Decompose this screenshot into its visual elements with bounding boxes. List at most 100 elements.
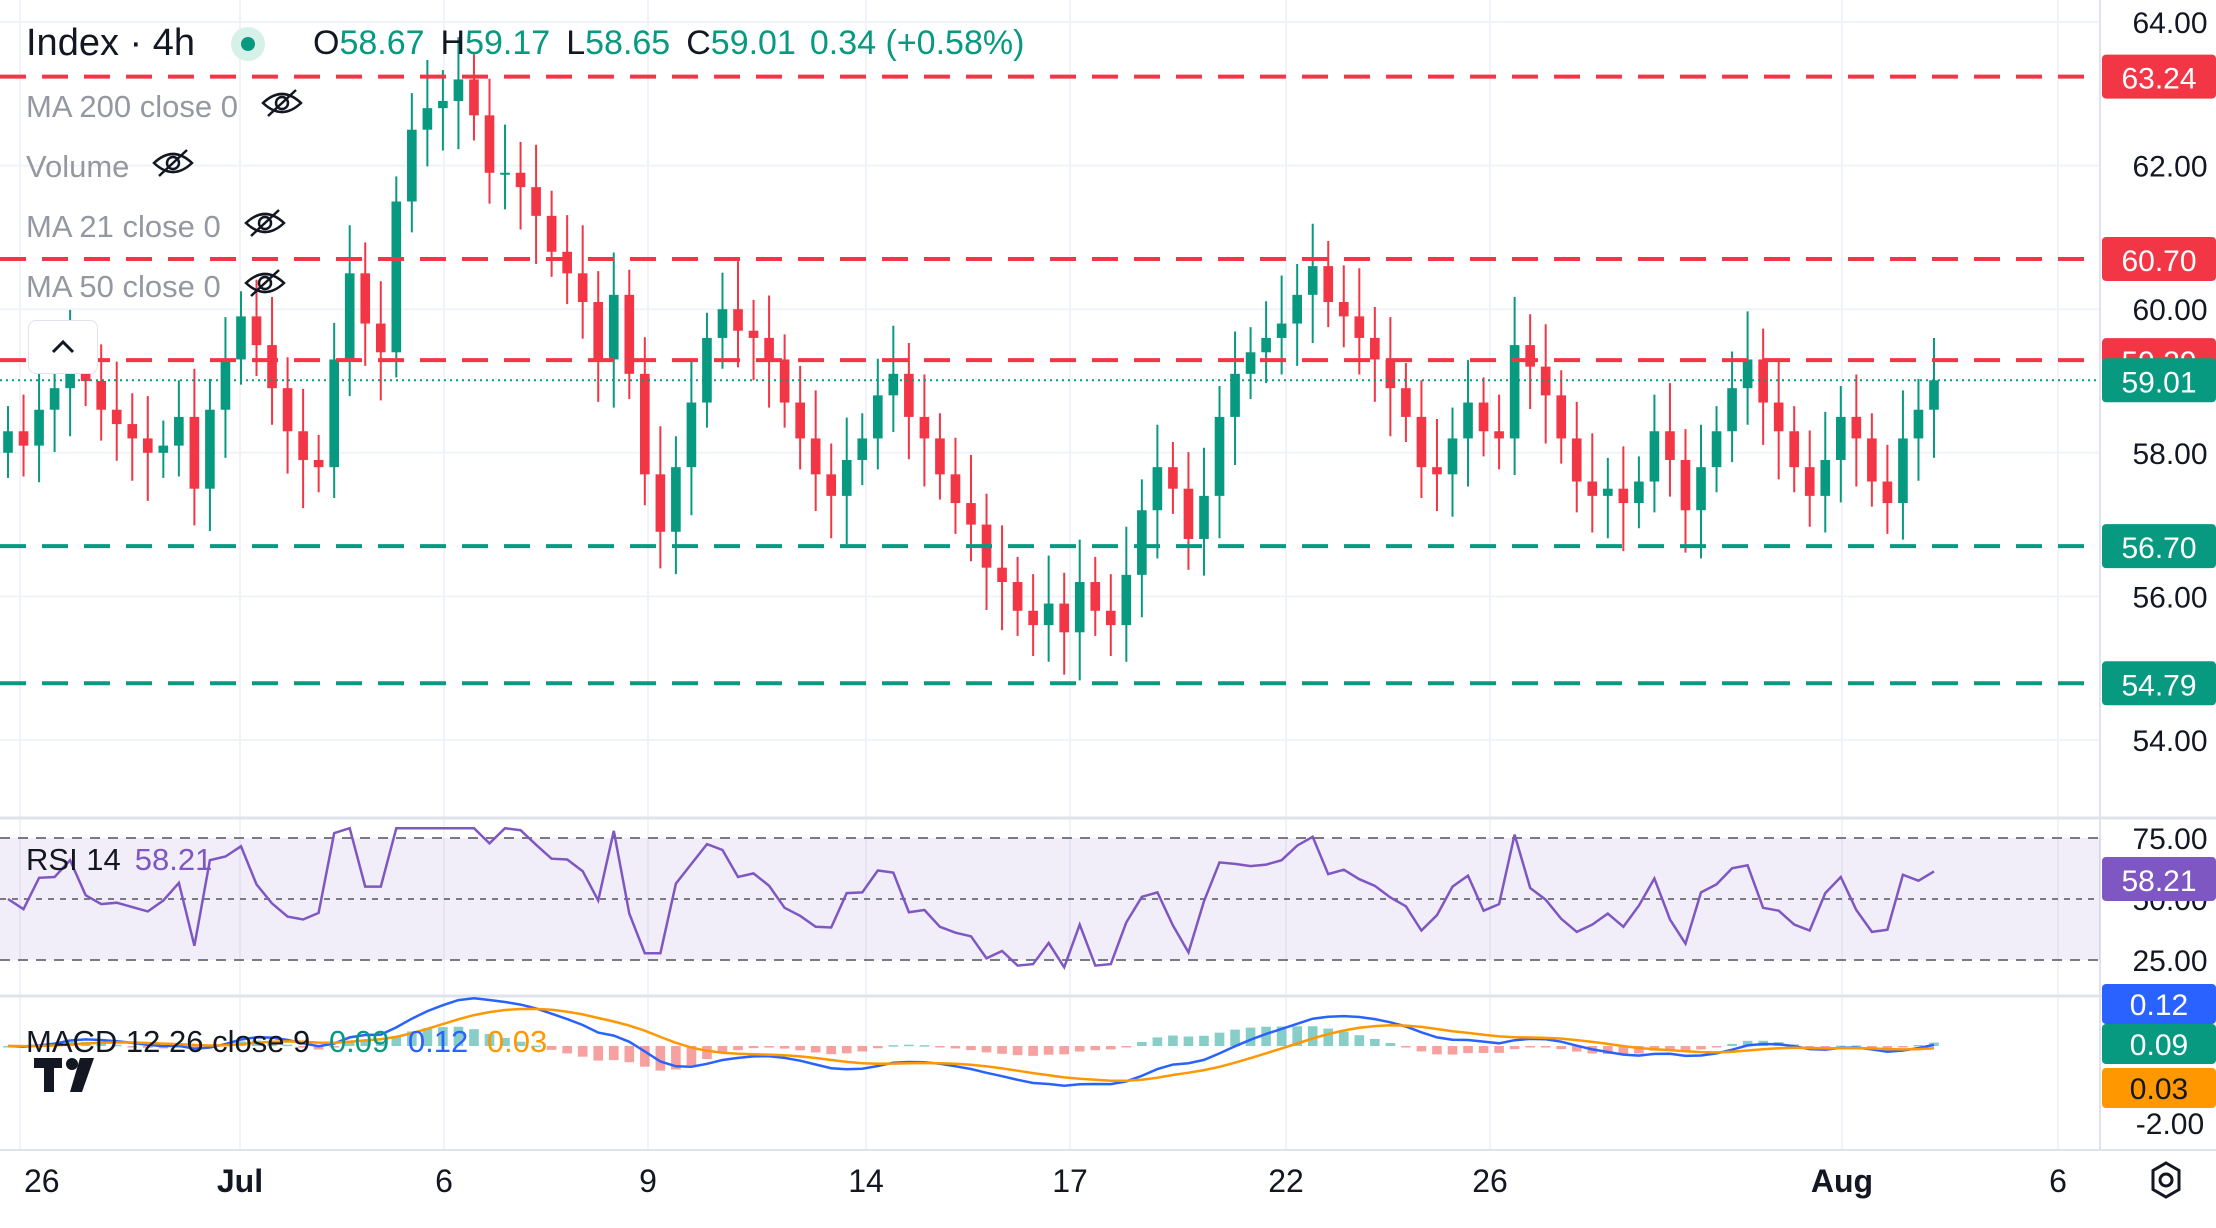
candle-body (841, 459, 852, 496)
eye-off-icon[interactable] (260, 88, 304, 126)
candle-body (950, 474, 961, 504)
candle (1152, 424, 1163, 559)
indicator-row-volume[interactable]: Volume (26, 148, 195, 186)
macd-hist-tag-label: 0.09 (2130, 1029, 2188, 1062)
candle-body (3, 431, 13, 453)
candle-body (174, 416, 184, 446)
macd-histogram-bar (686, 1046, 697, 1066)
macd-histogram-bar (1385, 1042, 1396, 1046)
candle (1571, 401, 1582, 513)
candle (1618, 446, 1629, 552)
candle (1634, 456, 1644, 529)
candle (826, 443, 837, 539)
candle-body (1074, 582, 1085, 633)
candle (810, 390, 821, 511)
candle-body (531, 187, 541, 216)
macd-histogram-bar (1525, 1046, 1535, 1048)
settings-gear-icon[interactable] (2146, 1160, 2186, 1205)
time-tick-label: 6 (2049, 1163, 2067, 1199)
macd-histogram-bar (624, 1046, 635, 1063)
collapse-legend-button[interactable] (28, 320, 98, 374)
macd-histogram-bar (1898, 1046, 1908, 1048)
candle (1199, 447, 1209, 576)
macd-histogram-bar (717, 1046, 728, 1054)
candle (34, 361, 44, 483)
rsi-tick-label: 25.00 (2132, 945, 2207, 978)
candle-body (1059, 603, 1070, 633)
symbol-title[interactable]: Index · 4h (26, 22, 195, 64)
macd-histogram-bar (1727, 1043, 1737, 1046)
candle (453, 37, 464, 150)
candle-body (1214, 416, 1225, 496)
candle (640, 337, 650, 506)
candle-body (1478, 402, 1489, 432)
candle (1665, 383, 1675, 497)
macd-histogram-bar (764, 1046, 774, 1048)
candle-body (391, 201, 402, 353)
candle (360, 242, 371, 366)
macd-label: MACD 12 26 close 9 (26, 1024, 311, 1059)
indicator-row-ma21[interactable]: MA 21 close 0 (26, 208, 287, 246)
macd-histogram-bar (841, 1046, 852, 1054)
time-tick-label: 17 (1052, 1163, 1088, 1199)
candle (1121, 526, 1132, 662)
candle-body (562, 251, 572, 274)
candle (671, 436, 681, 575)
candle-body (1913, 409, 1924, 439)
candle-body (453, 79, 464, 101)
candle-body (236, 316, 246, 360)
candle (111, 361, 122, 461)
candle-body (919, 416, 930, 439)
candle-body (997, 567, 1007, 583)
eye-off-icon[interactable] (243, 268, 287, 306)
candle (1214, 386, 1225, 539)
candle (189, 368, 200, 526)
indicator-row-ma200[interactable]: MA 200 close 0 (26, 88, 304, 126)
candle-body (1773, 402, 1784, 432)
eye-off-icon[interactable] (151, 148, 195, 186)
macd-histogram-bar (1634, 1046, 1644, 1054)
macd-histogram-bar (608, 1046, 619, 1061)
candle-body (267, 345, 277, 389)
candle (1711, 406, 1722, 493)
macd-histogram-bar (640, 1046, 650, 1067)
candle-body (1323, 266, 1334, 303)
macd-histogram-bar (950, 1046, 961, 1049)
candle (1230, 331, 1240, 466)
candle-body (142, 438, 153, 453)
candle (18, 394, 29, 477)
candle-body (1665, 431, 1675, 460)
macd-histogram-bar (1012, 1046, 1023, 1056)
candle-body (205, 409, 215, 489)
eye-off-icon[interactable] (243, 208, 287, 246)
candle (1370, 307, 1380, 402)
candle (313, 434, 324, 493)
macd-histogram-bar (407, 1031, 417, 1046)
candle-body (1494, 431, 1504, 439)
candle-body (438, 100, 448, 109)
candle-body (1401, 388, 1411, 417)
candle-body (469, 79, 479, 116)
macd-histogram-bar (1183, 1036, 1194, 1046)
price-tick-label: 58.00 (2132, 438, 2207, 471)
macd-histogram-bar (142, 1046, 153, 1048)
indicator-row-ma50[interactable]: MA 50 close 0 (26, 268, 287, 306)
candle-body (608, 294, 619, 360)
candle (841, 417, 852, 544)
candle (1851, 374, 1862, 487)
indicator-label: MA 200 close 0 (26, 89, 238, 124)
macd-histogram-bar (1370, 1038, 1380, 1046)
macd-histogram-bar (1338, 1031, 1349, 1046)
macd-histogram-bar (1711, 1046, 1722, 1048)
price-tick-label: 64.00 (2132, 7, 2207, 40)
candle (686, 360, 697, 516)
candle (1276, 275, 1287, 375)
tradingview-logo[interactable] (30, 1044, 114, 1104)
candle-body (655, 474, 666, 532)
candle-body (857, 438, 868, 460)
candle (1447, 407, 1458, 517)
candle (1804, 430, 1815, 527)
time-tick-label: Aug (1811, 1163, 1873, 1199)
candle-body (18, 431, 29, 446)
